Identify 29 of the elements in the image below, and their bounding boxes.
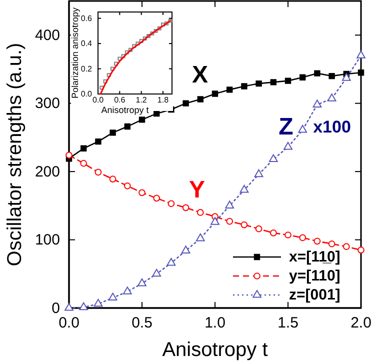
annotation: Y xyxy=(188,176,206,204)
x-tick-label: 0.5 xyxy=(132,314,152,332)
legend-label: y=[110] xyxy=(289,268,340,284)
legend-label: x=[11̲0] xyxy=(289,248,340,266)
y-tick-label: 0.6 xyxy=(80,14,93,23)
x-tick-label: 0.0 xyxy=(92,96,104,105)
annotation: X xyxy=(192,62,208,88)
y-tick-label: 0 xyxy=(52,300,60,317)
annotation: Z xyxy=(278,114,294,140)
y-tick-label: 0.4 xyxy=(80,39,93,48)
y-tick-label: 0.2 xyxy=(80,64,93,74)
x-tick-label: 1.5 xyxy=(278,314,298,332)
x-tick-label: 0.0 xyxy=(58,314,80,332)
x-tick-label: 0.6 xyxy=(114,96,126,105)
y-axis-title: Polarization anisotropy xyxy=(70,6,80,99)
legend-label: z=[001] xyxy=(289,286,340,304)
x-axis-title: Anisotropy t xyxy=(162,339,268,361)
y-tick-label: 200 xyxy=(34,163,60,180)
y-tick-label: 400 xyxy=(34,26,60,44)
x-tick-label: 1.2 xyxy=(136,96,148,105)
y-axis-title: Oscillator strengths (a.u.) xyxy=(4,42,26,266)
y-tick-label: 100 xyxy=(34,232,60,249)
annotation: x100 xyxy=(313,118,351,136)
x-tick-label: 1.0 xyxy=(204,314,226,332)
y-tick-label: 300 xyxy=(34,95,60,112)
x-tick-label: 1.8 xyxy=(157,96,170,105)
x-axis-title: Anisotropy t xyxy=(101,105,150,115)
x-tick-label: 2.0 xyxy=(350,314,372,332)
y-tick-label: 0.0 xyxy=(80,90,93,99)
